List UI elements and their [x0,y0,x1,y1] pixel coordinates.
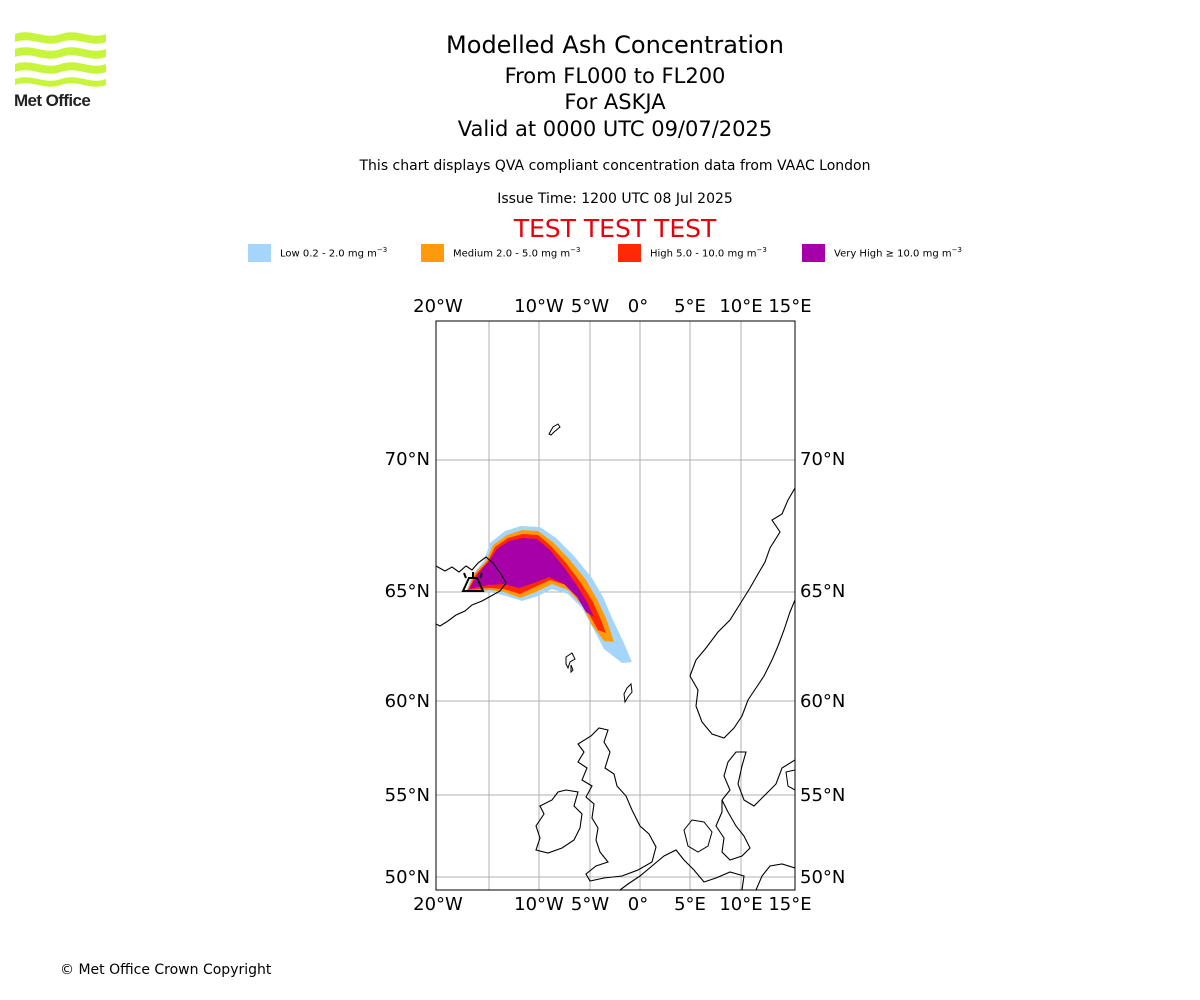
chart-description: This chart displays QVA compliant concen… [359,158,871,174]
lon-label: 0° [628,296,648,317]
lon-label: 0° [628,894,648,915]
lat-label: 55°N [385,785,430,806]
shetland-islands [623,682,633,704]
copyright-notice: © Met Office Crown Copyright [60,962,272,978]
lon-label: 15°E [768,894,811,915]
ireland-coastline [535,789,583,854]
map-frame [435,320,796,891]
lon-label: 10°E [719,296,762,317]
scandinavia-coastline [689,487,795,739]
met-office-logo-text: Met Office [14,91,91,110]
jan-mayen-island [548,423,561,436]
legend-label-high: High 5.0 - 10.0 mg m−3 [650,246,767,260]
lon-labels-bottom: 20°W 10°W 5°W 0° 5°E 10°E 15°E [413,894,811,915]
lon-label: 20°W [413,894,463,915]
lat-label: 65°N [800,581,845,602]
lat-labels-right: 70°N 65°N 60°N 55°N 50°N [800,449,845,888]
volcano-icon [461,572,485,592]
legend-label-low: Low 0.2 - 2.0 mg m−3 [280,246,388,260]
legend-swatch-high [618,244,641,262]
flight-level-range: From FL000 to FL200 [504,64,726,88]
chart-title: Modelled Ash Concentration [446,31,784,59]
legend-swatch-low [248,244,271,262]
legend-label-medium: Medium 2.0 - 5.0 mg m−3 [453,246,581,260]
test-banner: TEST TEST TEST [513,214,717,243]
lon-label: 10°W [514,894,564,915]
faroe-islands [565,652,576,674]
lon-label: 15°E [768,296,811,317]
lon-label: 5°W [571,894,609,915]
ash-plume-very-high [469,538,594,617]
iceland-coastline [436,556,507,627]
concentration-legend: Low 0.2 - 2.0 mg m−3 Medium 2.0 - 5.0 mg… [0,244,1200,264]
volcano-name: For ASKJA [564,90,666,114]
met-office-wave-icon [15,32,106,87]
netherlands-coastline [683,819,713,853]
great-britain-coastline [577,727,657,882]
issue-time: Issue Time: 1200 UTC 08 Jul 2025 [497,191,733,207]
baltic-islands [785,769,795,791]
lat-label: 70°N [800,449,845,470]
lat-label: 65°N [385,581,430,602]
lon-label: 10°W [514,296,564,317]
lat-label: 60°N [385,691,430,712]
lat-label: 70°N [385,449,430,470]
lat-label: 50°N [385,867,430,888]
met-office-logo: Met Office [14,30,108,112]
lat-label: 60°N [800,691,845,712]
legend-swatch-medium [421,244,444,262]
lon-label: 5°E [674,894,706,915]
valid-time: Valid at 0000 UTC 09/07/2025 [457,117,773,141]
continental-coastline [619,849,795,890]
sweden-coastline [721,751,795,807]
lon-label: 5°E [674,296,706,317]
legend-swatch-very-high [802,244,825,262]
denmark-coastline [715,799,751,861]
map-gridlines [436,321,795,890]
lon-label: 10°E [719,894,762,915]
lon-label: 20°W [413,296,463,317]
lat-labels-left: 70°N 65°N 60°N 55°N 50°N [385,449,430,888]
legend-label-very-high: Very High ≥ 10.0 mg m−3 [834,246,962,260]
lon-labels-top: 20°W 10°W 5°W 0° 5°E 10°E 15°E [413,296,811,317]
lon-label: 5°W [571,296,609,317]
lat-label: 50°N [800,867,845,888]
lat-label: 55°N [800,785,845,806]
